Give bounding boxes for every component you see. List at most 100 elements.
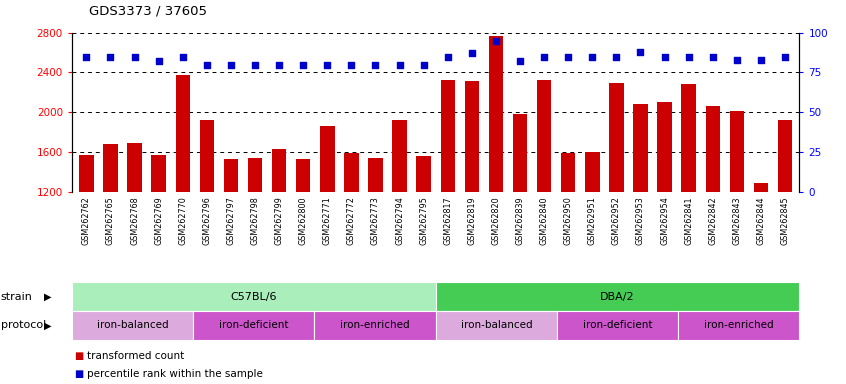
Text: GSM262840: GSM262840 [540, 197, 548, 245]
Text: GSM262954: GSM262954 [660, 197, 669, 245]
Point [489, 38, 503, 44]
Text: GSM262796: GSM262796 [202, 197, 212, 245]
Bar [681, 84, 696, 311]
Bar [200, 120, 214, 311]
Bar [634, 104, 648, 311]
Bar [513, 114, 527, 311]
Text: DBA/2: DBA/2 [601, 291, 634, 302]
Text: protocol: protocol [1, 320, 46, 331]
Text: GSM262953: GSM262953 [636, 197, 645, 245]
Text: GSM262817: GSM262817 [443, 197, 453, 245]
Point [562, 53, 575, 60]
Text: iron-balanced: iron-balanced [460, 320, 532, 331]
Point [272, 61, 286, 68]
Bar [441, 81, 455, 311]
Point [104, 53, 118, 60]
Text: GSM262798: GSM262798 [250, 197, 260, 245]
Text: ▶: ▶ [44, 320, 52, 331]
Point [417, 61, 431, 68]
Bar [706, 106, 720, 311]
Bar [537, 81, 552, 311]
Text: GSM262772: GSM262772 [347, 197, 356, 245]
Text: GSM262773: GSM262773 [371, 197, 380, 245]
Bar [678, 311, 799, 340]
Bar [436, 282, 799, 311]
Bar [193, 311, 315, 340]
Text: GSM262819: GSM262819 [467, 197, 476, 245]
Text: GSM262762: GSM262762 [82, 197, 91, 245]
Bar [344, 153, 359, 311]
Text: GSM262769: GSM262769 [154, 197, 163, 245]
Point [658, 53, 672, 60]
Bar [72, 311, 193, 340]
Text: GSM262841: GSM262841 [684, 197, 693, 245]
Point [152, 58, 166, 65]
Bar [777, 120, 792, 311]
Text: iron-enriched: iron-enriched [704, 320, 773, 331]
Bar [103, 144, 118, 311]
Point [634, 49, 647, 55]
Bar [657, 103, 672, 311]
Point [514, 58, 527, 65]
Text: strain: strain [1, 291, 33, 302]
Point [585, 53, 599, 60]
Text: GSM262770: GSM262770 [179, 197, 187, 245]
Point [80, 53, 93, 60]
Text: ■: ■ [74, 351, 84, 361]
Bar [464, 81, 479, 311]
Bar [272, 149, 286, 311]
Text: GSM262839: GSM262839 [515, 197, 525, 245]
Point [537, 53, 551, 60]
Text: GSM262800: GSM262800 [299, 197, 308, 245]
Text: iron-balanced: iron-balanced [96, 320, 168, 331]
Text: C57BL/6: C57BL/6 [231, 291, 277, 302]
Bar [175, 76, 190, 311]
Point [128, 53, 141, 60]
Text: GSM262843: GSM262843 [733, 197, 741, 245]
Point [441, 53, 454, 60]
Bar [557, 311, 678, 340]
Text: ■: ■ [74, 369, 84, 379]
Bar [585, 152, 600, 311]
Point [369, 61, 382, 68]
Bar [489, 36, 503, 311]
Bar [296, 159, 310, 311]
Text: GSM262842: GSM262842 [708, 197, 717, 245]
Bar [320, 126, 334, 311]
Text: GSM262795: GSM262795 [419, 197, 428, 245]
Bar [80, 155, 94, 311]
Bar [393, 120, 407, 311]
Bar [368, 158, 382, 311]
Text: iron-deficient: iron-deficient [583, 320, 652, 331]
Point [224, 61, 238, 68]
Bar [754, 183, 768, 311]
Point [200, 61, 213, 68]
Text: GSM262794: GSM262794 [395, 197, 404, 245]
Bar [72, 282, 436, 311]
Text: iron-enriched: iron-enriched [340, 320, 409, 331]
Point [610, 53, 624, 60]
Point [730, 57, 744, 63]
Bar [151, 155, 166, 311]
Text: iron-deficient: iron-deficient [219, 320, 288, 331]
Text: GSM262951: GSM262951 [588, 197, 596, 245]
Bar [223, 159, 238, 311]
Text: ▶: ▶ [44, 291, 52, 302]
Bar [127, 143, 142, 311]
Text: GSM262797: GSM262797 [227, 197, 235, 245]
Point [682, 53, 695, 60]
Bar [729, 111, 744, 311]
Point [296, 61, 310, 68]
Point [393, 61, 406, 68]
Text: GDS3373 / 37605: GDS3373 / 37605 [89, 4, 206, 17]
Text: GSM262952: GSM262952 [612, 197, 621, 245]
Bar [436, 311, 557, 340]
Point [706, 53, 719, 60]
Text: percentile rank within the sample: percentile rank within the sample [87, 369, 263, 379]
Bar [315, 311, 436, 340]
Text: GSM262768: GSM262768 [130, 197, 139, 245]
Point [754, 57, 767, 63]
Point [176, 53, 190, 60]
Point [321, 61, 334, 68]
Text: GSM262844: GSM262844 [756, 197, 766, 245]
